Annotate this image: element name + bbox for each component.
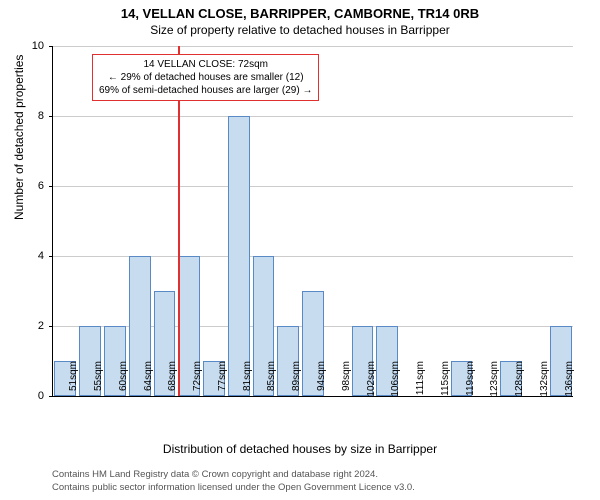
page-title: 14, VELLAN CLOSE, BARRIPPER, CAMBORNE, T… — [0, 0, 600, 21]
x-tick-label: 85sqm — [266, 361, 277, 401]
chart-area: 14 VELLAN CLOSE: 72sqm ← 29% of detached… — [52, 46, 572, 396]
y-tick — [49, 256, 53, 257]
y-tick-label: 10 — [24, 40, 44, 52]
y-tick — [49, 186, 53, 187]
x-tick-label: 102sqm — [366, 361, 377, 401]
x-tick-label: 77sqm — [217, 361, 228, 401]
y-tick — [49, 326, 53, 327]
x-tick-label: 81sqm — [242, 361, 253, 401]
callout-line3: 69% of semi-detached houses are larger (… — [99, 84, 312, 97]
x-tick-label: 128sqm — [514, 361, 525, 401]
x-tick-label: 132sqm — [539, 361, 550, 401]
y-axis-label: Number of detached properties — [12, 55, 26, 220]
x-tick-label: 119sqm — [465, 361, 476, 401]
y-tick-label: 6 — [24, 180, 44, 192]
x-tick-label: 68sqm — [167, 361, 178, 401]
footer-line1: Contains HM Land Registry data © Crown c… — [52, 469, 415, 481]
x-tick-label: 64sqm — [143, 361, 154, 401]
chart-subtitle: Size of property relative to detached ho… — [0, 21, 600, 37]
x-tick-label: 72sqm — [192, 361, 203, 401]
x-tick-label: 136sqm — [564, 361, 575, 401]
x-tick-label: 123sqm — [489, 361, 500, 401]
x-tick-label: 60sqm — [118, 361, 129, 401]
y-tick-label: 8 — [24, 110, 44, 122]
y-tick — [49, 396, 53, 397]
x-tick-label: 94sqm — [316, 361, 327, 401]
x-tick-label: 55sqm — [93, 361, 104, 401]
x-axis-label: Distribution of detached houses by size … — [0, 442, 600, 456]
y-tick-label: 4 — [24, 250, 44, 262]
x-tick-label: 98sqm — [341, 361, 352, 401]
grid-line — [53, 186, 573, 187]
y-tick-label: 0 — [24, 390, 44, 402]
chart-container: 14, VELLAN CLOSE, BARRIPPER, CAMBORNE, T… — [0, 0, 600, 500]
y-tick — [49, 46, 53, 47]
bar — [228, 116, 250, 396]
grid-line — [53, 46, 573, 47]
x-tick-label: 106sqm — [390, 361, 401, 401]
x-tick-label: 89sqm — [291, 361, 302, 401]
callout-box: 14 VELLAN CLOSE: 72sqm ← 29% of detached… — [92, 54, 319, 101]
callout-line1: 14 VELLAN CLOSE: 72sqm — [99, 58, 312, 71]
grid-line — [53, 116, 573, 117]
x-tick-label: 115sqm — [440, 361, 451, 401]
y-tick-label: 2 — [24, 320, 44, 332]
footer-line2: Contains public sector information licen… — [52, 482, 415, 494]
x-tick-label: 111sqm — [415, 361, 426, 401]
callout-line2: ← 29% of detached houses are smaller (12… — [99, 71, 312, 84]
footer: Contains HM Land Registry data © Crown c… — [52, 469, 415, 494]
x-tick-label: 51sqm — [68, 361, 79, 401]
y-tick — [49, 116, 53, 117]
